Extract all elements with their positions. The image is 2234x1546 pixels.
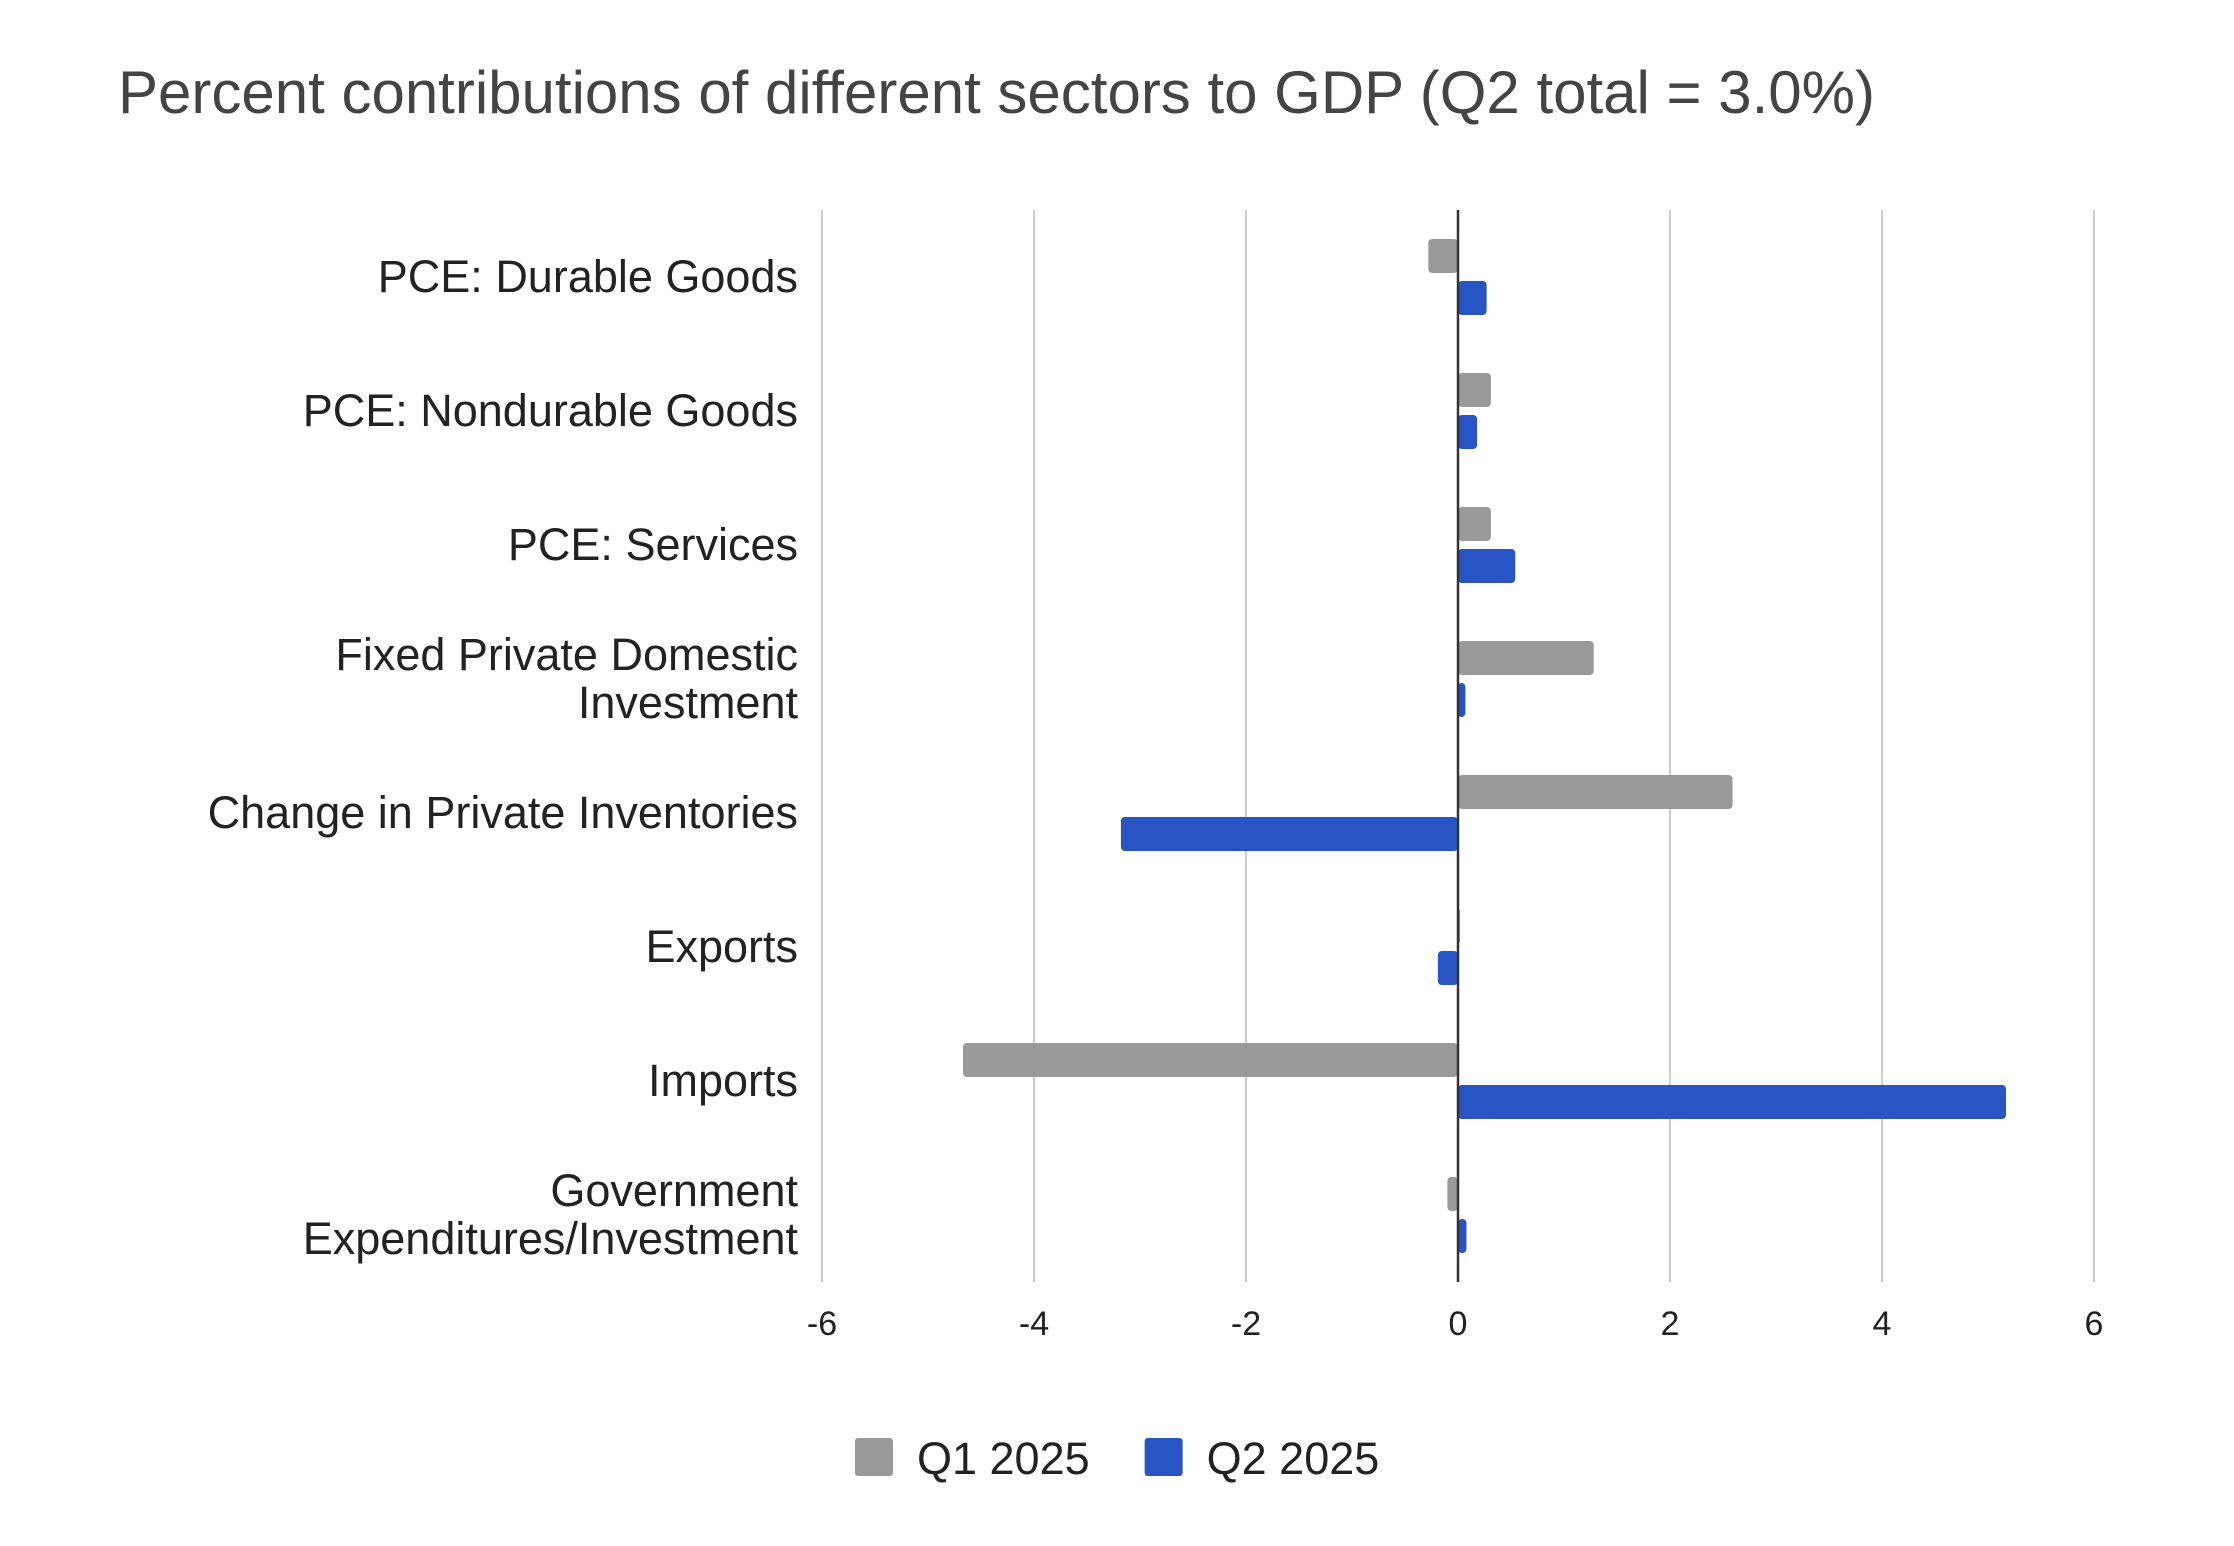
x-tick-label: -4 [1019,1305,1049,1343]
x-tick-label: 4 [1873,1305,1892,1343]
x-tick-label: 0 [1449,1305,1468,1343]
bar-q1-2025 [1428,239,1458,273]
bar-q1-2025 [1447,1177,1458,1211]
legend-swatch [855,1438,893,1476]
bar-q2-2025 [1458,683,1466,717]
category-label: Change in Private Inventories [208,787,798,838]
chart-title: Percent contributions of different secto… [118,59,1875,126]
category-label: Exports [645,921,798,972]
bar-q2-2025 [1458,1219,1467,1253]
x-tick-label: 6 [2085,1305,2104,1343]
category-label: Investment [578,677,799,728]
bar-q1-2025 [1458,775,1733,809]
legend-label: Q2 2025 [1207,1433,1380,1484]
category-label: PCE: Services [508,519,798,570]
legend-swatch [1144,1438,1183,1476]
x-tick-label: -2 [1231,1305,1261,1343]
bar-q1-2025 [962,1043,1458,1077]
bar-q2-2025 [1458,549,1516,583]
x-tick-label: 2 [1661,1305,1680,1343]
bar-q1-2025 [1458,507,1491,541]
bar-q2-2025 [1458,1085,2007,1119]
bar-q1-2025 [1458,373,1491,407]
category-label: PCE: Nondurable Goods [303,385,798,436]
x-tick-label: -6 [807,1305,837,1343]
category-label: Fixed Private Domestic [335,629,798,680]
category-label: Imports [648,1055,798,1106]
bar-q2-2025 [1458,415,1478,449]
bar-q2-2025 [1437,951,1458,985]
bar-q1-2025 [1458,641,1594,675]
legend-label: Q1 2025 [917,1433,1090,1484]
bar-q2-2025 [1458,281,1487,315]
category-label: Government [550,1165,798,1216]
bar-q2-2025 [1120,817,1458,851]
category-label: PCE: Durable Goods [378,251,798,302]
category-label: Expenditures/Investment [303,1213,799,1264]
